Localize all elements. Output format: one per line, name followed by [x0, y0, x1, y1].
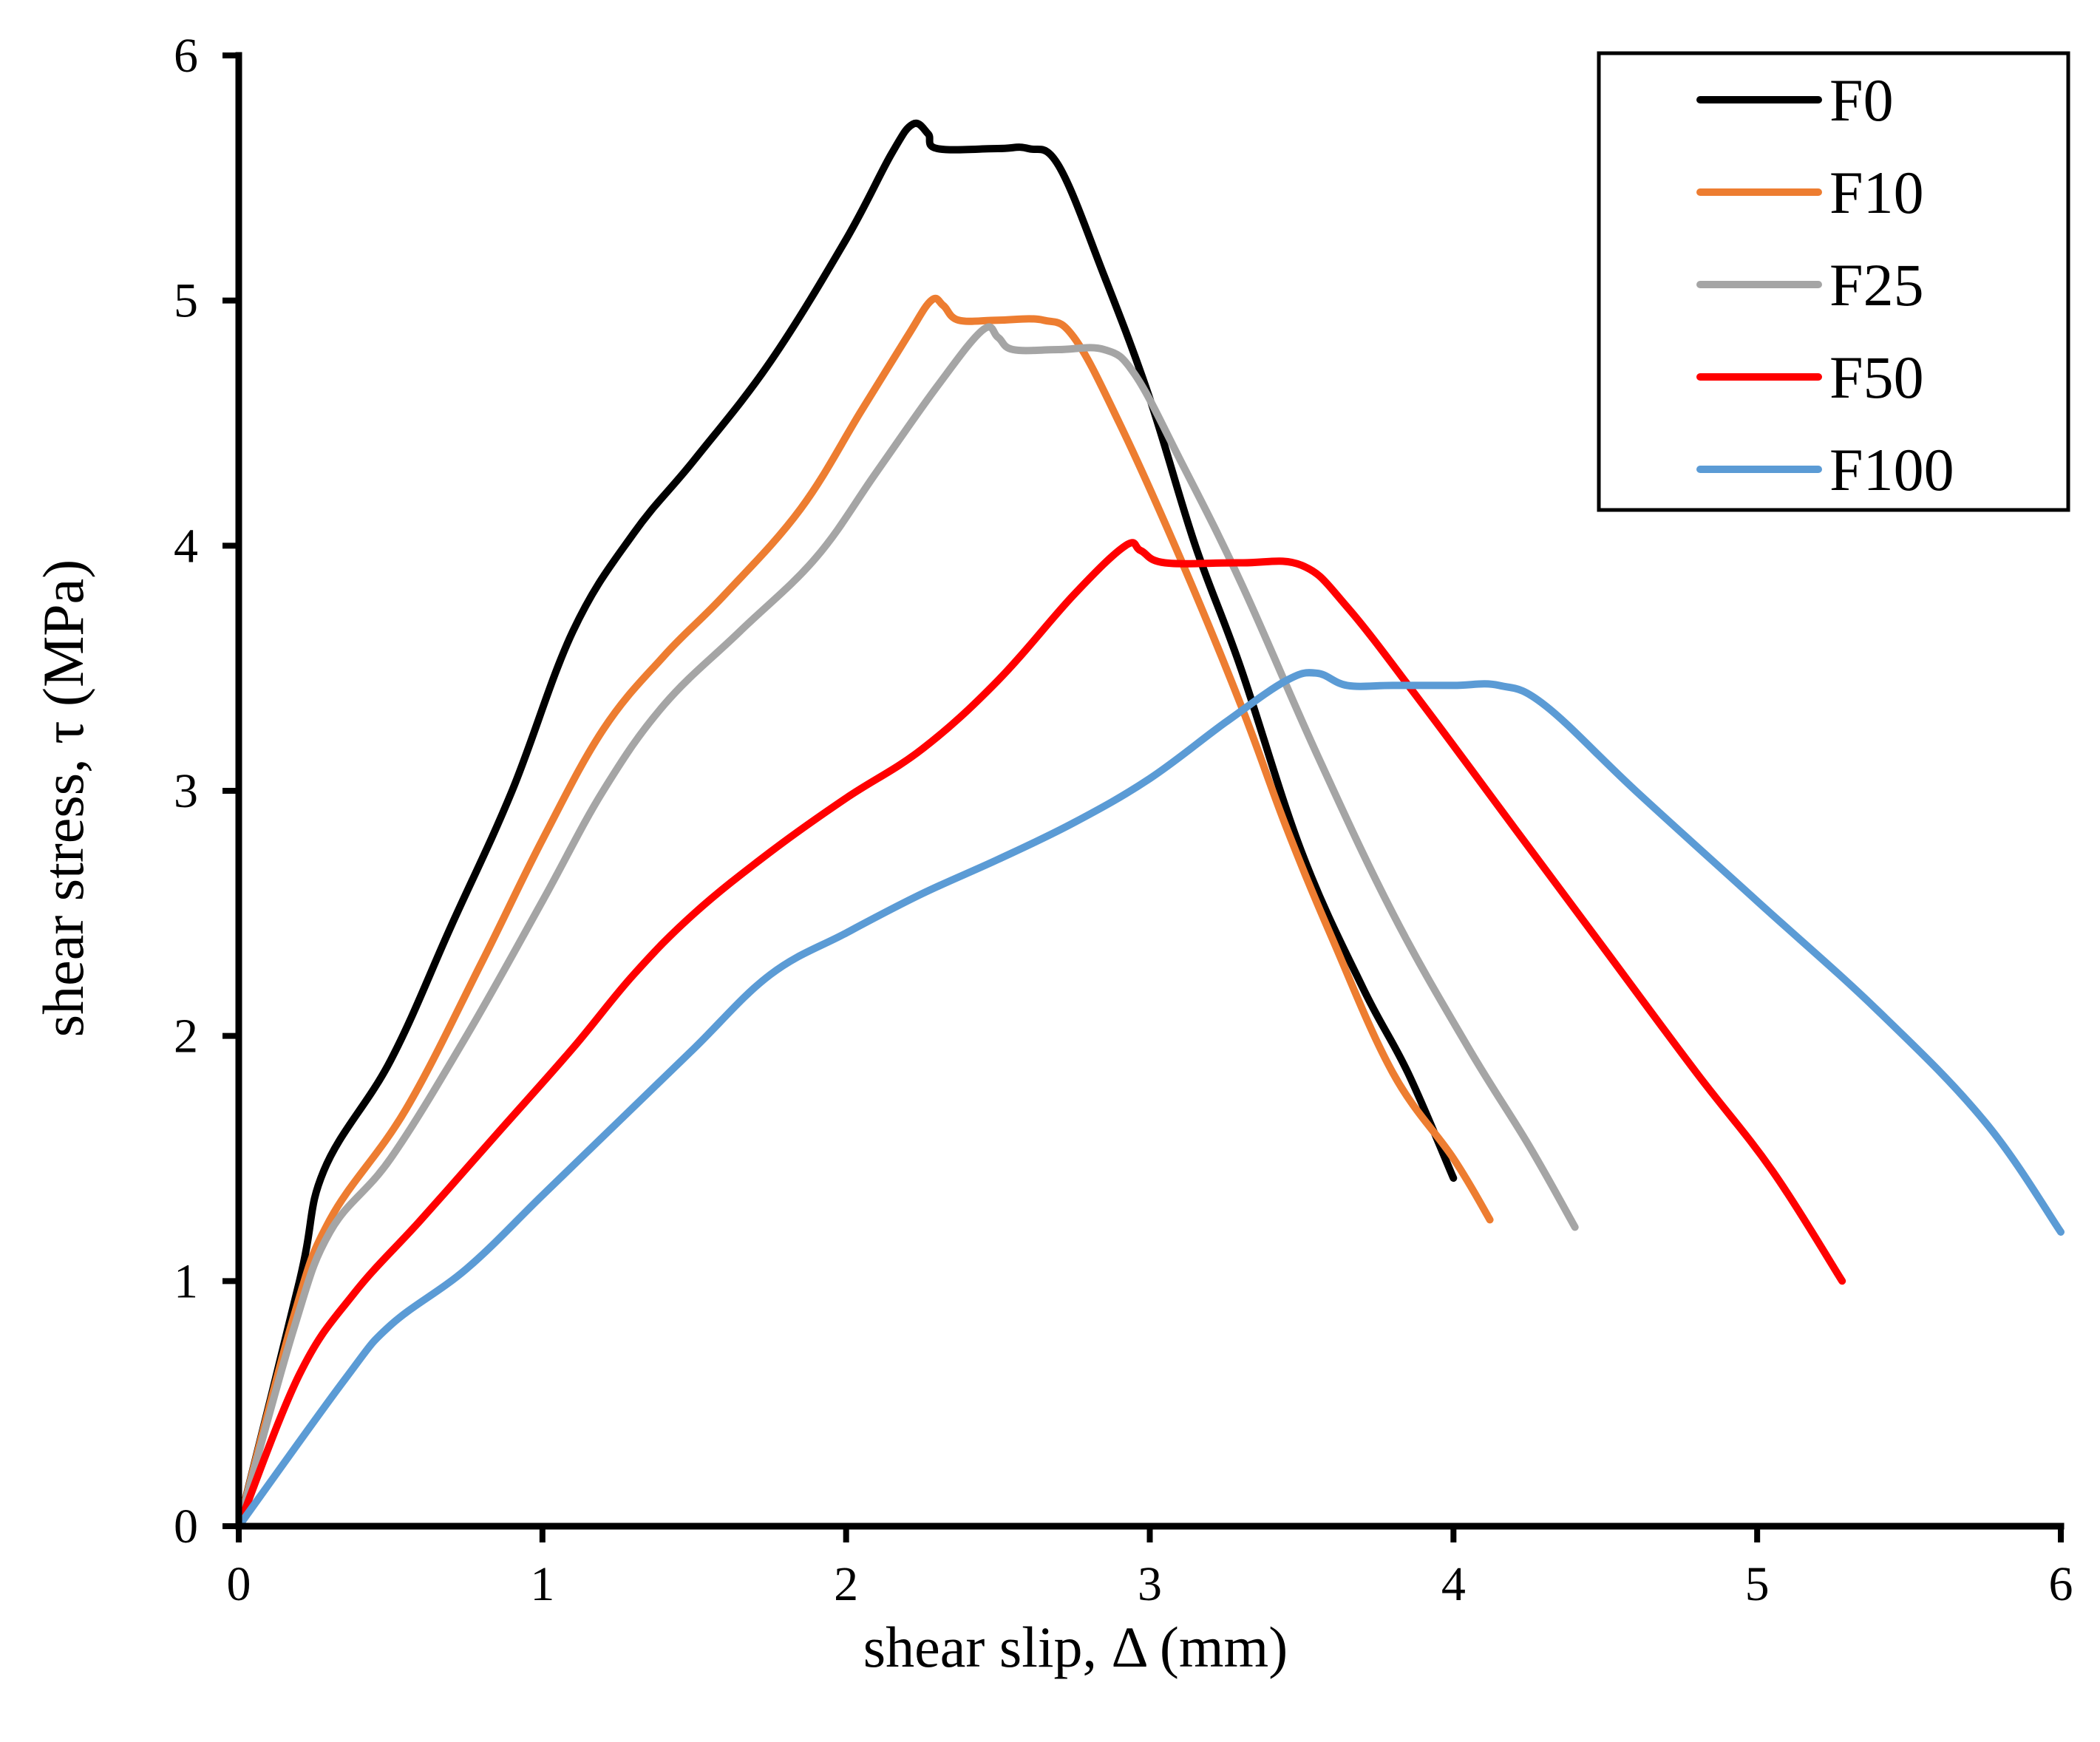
- legend-label-f10: F10: [1829, 159, 1924, 226]
- x-tick-label: 5: [1745, 1557, 1770, 1611]
- x-axis-title: shear slip, Δ (mm): [863, 1615, 1288, 1679]
- x-tick-label: 3: [1138, 1557, 1162, 1611]
- y-tick-label: 4: [174, 519, 198, 573]
- x-tick-label: 4: [1441, 1557, 1466, 1611]
- y-tick-label: 6: [174, 29, 198, 83]
- series-line-f100: [235, 669, 2065, 1530]
- y-tick-label: 1: [174, 1254, 198, 1308]
- x-tick-label: 0: [227, 1557, 251, 1611]
- x-tick-label: 1: [530, 1557, 554, 1611]
- series-line-f0: [235, 119, 1458, 1530]
- legend: F0 F10 F25 F50 F100: [1597, 51, 2070, 512]
- legend-label-f100: F100: [1829, 436, 1954, 503]
- axes-layer: 0 1 2 3 4 5 6 0 1 2 3 4 5 6: [174, 29, 2073, 1611]
- legend-label-f0: F0: [1829, 67, 1894, 134]
- series-line-f50: [235, 539, 1846, 1530]
- y-tick-label: 5: [174, 274, 198, 328]
- legend-label-f25: F25: [1829, 251, 1924, 319]
- y-tick-label: 3: [174, 764, 198, 818]
- legend-label-f50: F50: [1829, 344, 1924, 411]
- x-tick-label: 2: [834, 1557, 858, 1611]
- y-tick-label: 2: [174, 1010, 198, 1064]
- y-tick-label: 0: [174, 1500, 198, 1554]
- series-layer: [235, 119, 2065, 1530]
- series-line-f10: [235, 294, 1494, 1530]
- y-axis-title: shear stress, τ (MPa): [31, 559, 95, 1038]
- legend-frame: [1597, 51, 2070, 512]
- series-line-f25: [235, 323, 1579, 1530]
- x-tick-label: 6: [2049, 1557, 2073, 1611]
